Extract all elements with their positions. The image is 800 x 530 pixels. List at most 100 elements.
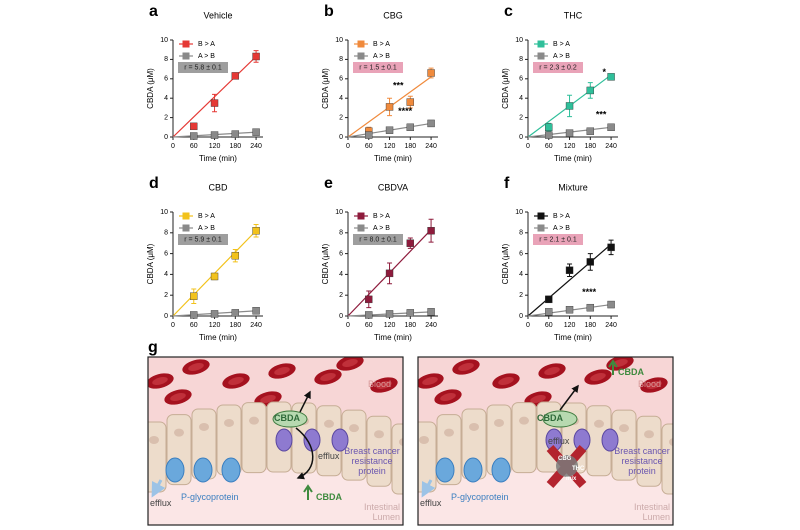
- x-axis-label: Time (min): [199, 333, 237, 342]
- data-point: [231, 130, 240, 138]
- x-tick-label: 180: [229, 322, 241, 329]
- cell-nucleus: [419, 435, 429, 444]
- legend-label: B > A: [373, 41, 390, 48]
- y-axis-label: CBDA (μM): [146, 68, 155, 109]
- y-axis-label: CBDA (μM): [321, 243, 330, 284]
- p-glycoprotein: [463, 457, 483, 483]
- red-blood-cell-center: [458, 363, 474, 371]
- inhibitor-blob: [556, 455, 578, 477]
- y-axis-label: CBDA (μM): [146, 243, 155, 284]
- red-blood-cell-center: [646, 381, 662, 389]
- annotation: r = 1.5 ± 0.1: [359, 64, 397, 71]
- data-point: [586, 303, 595, 312]
- p-glycoprotein: [221, 457, 241, 483]
- legend-marker: [537, 212, 545, 220]
- y-tick-label: 6: [519, 76, 523, 83]
- annotation: r = 5.9 ± 0.1: [184, 236, 222, 243]
- red-blood-cell-center: [544, 367, 560, 375]
- legend-marker: [537, 224, 545, 232]
- red-blood-cell-center: [260, 395, 276, 403]
- epithelial-cell: [418, 421, 437, 493]
- y-tick-label: 0: [339, 313, 343, 320]
- x-tick-label: 60: [545, 143, 553, 150]
- data-point: [406, 123, 415, 132]
- data-point: [545, 308, 553, 316]
- data-point: [252, 307, 260, 315]
- legend-label: A > B: [553, 225, 570, 232]
- legend-marker: [357, 40, 365, 48]
- red-blood-cell-center: [376, 381, 392, 389]
- cell-nucleus: [174, 428, 184, 437]
- legend-label: A > B: [198, 225, 215, 232]
- panel-letter: a: [149, 3, 158, 20]
- annotation-box: [178, 234, 228, 245]
- y-tick-label: 8: [339, 56, 343, 63]
- bcrp-transporter: [601, 428, 619, 452]
- annotation: r = 5.8 ± 0.1: [184, 64, 222, 71]
- data-point: [565, 102, 574, 110]
- y-tick-label: 2: [519, 292, 523, 299]
- y-axis-label: CBDA (μM): [501, 243, 510, 284]
- pgp-label: P-glycoprotein: [451, 492, 509, 502]
- annotation: r = 2.3 ± 0.2: [539, 64, 577, 71]
- epithelial-cell: [366, 415, 392, 487]
- cell-nucleus: [594, 419, 604, 428]
- chart-title: THC: [564, 10, 583, 20]
- x-tick-label: 60: [365, 322, 373, 329]
- x-tick-label: 240: [250, 143, 262, 150]
- y-tick-label: 0: [339, 134, 343, 141]
- y-tick-label: 10: [335, 209, 343, 216]
- x-tick-label: 180: [584, 143, 596, 150]
- cell-nucleus: [399, 438, 403, 446]
- cell-nucleus: [644, 430, 654, 439]
- p-glycoprotein: [435, 457, 455, 483]
- annotation-box: [353, 62, 403, 73]
- red-blood-cell-center: [498, 377, 514, 385]
- significance-label: *: [603, 67, 607, 77]
- y-tick-label: 0: [164, 134, 168, 141]
- data-point: [545, 131, 553, 139]
- legend-marker: [182, 224, 190, 232]
- y-tick-label: 10: [160, 209, 168, 216]
- cell-nucleus: [469, 422, 479, 431]
- bcrp-label: Breast cancer resistance protein: [344, 446, 400, 476]
- legend-label: B > A: [373, 213, 390, 220]
- cell-nucleus: [669, 438, 673, 446]
- cell-nucleus: [619, 424, 629, 433]
- x-tick-label: 60: [190, 143, 198, 150]
- x-tick-label: 120: [384, 322, 396, 329]
- x-tick-label: 0: [526, 322, 530, 329]
- panel-letter: g: [148, 339, 158, 356]
- y-tick-label: 0: [164, 313, 168, 320]
- chart-title: CBG: [383, 10, 403, 20]
- x-tick-label: 60: [365, 143, 373, 150]
- y-tick-label: 4: [519, 95, 523, 102]
- cell-nucleus: [444, 428, 454, 437]
- x-tick-label: 60: [190, 322, 198, 329]
- efflux-arrow: [295, 427, 314, 480]
- annotation-box: [353, 234, 403, 245]
- red-blood-cell-center: [228, 377, 244, 385]
- y-tick-label: 4: [164, 95, 168, 102]
- y-tick-label: 10: [515, 209, 523, 216]
- red-blood-cell-center: [274, 367, 290, 375]
- x-tick-label: 0: [526, 143, 530, 150]
- x-axis-label: Time (min): [554, 333, 592, 342]
- bcrp-transporter: [331, 428, 349, 452]
- data-point: [385, 126, 394, 134]
- cell-nucleus: [494, 418, 504, 427]
- data-point: [210, 99, 219, 107]
- y-tick-label: 4: [339, 271, 343, 278]
- legend-marker: [182, 52, 190, 60]
- significance-label: ****: [398, 106, 413, 116]
- y-tick-label: 8: [339, 230, 343, 237]
- red-blood-cell-center: [440, 393, 456, 401]
- diagram-panel: [148, 357, 403, 525]
- data-point: [190, 311, 198, 319]
- annotation-box: [178, 62, 228, 73]
- data-point: [385, 310, 394, 318]
- red-blood-cell-center: [320, 373, 336, 381]
- up-arrow: [303, 484, 313, 500]
